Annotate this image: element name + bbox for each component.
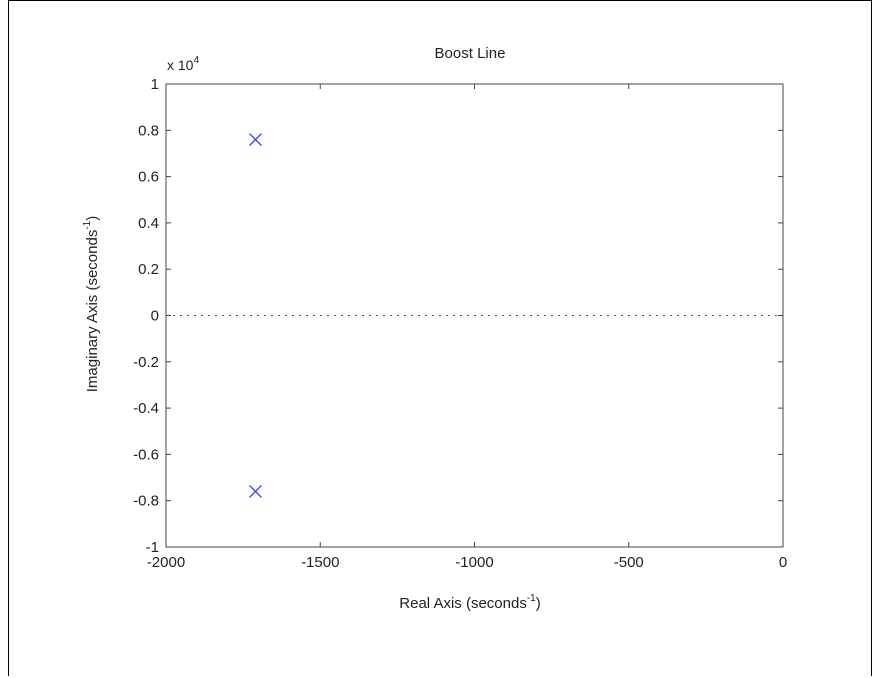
chart-title: Boost Line	[435, 45, 506, 62]
y-axis-label: Imaginary Axis (seconds-1)	[82, 216, 101, 392]
x-axis-ticks: -2000 -1500 -1000 -500 0	[147, 84, 787, 571]
y-tick-label: -0.8	[133, 493, 159, 510]
y-tick-label: 0.4	[138, 215, 159, 232]
x-tick-label: -2000	[147, 554, 185, 571]
data-points	[249, 133, 262, 498]
x-tick-label: -1000	[455, 554, 493, 571]
y-multiplier: x 104	[167, 55, 199, 73]
y-tick-label: 0	[151, 308, 159, 325]
x-tick-label: -500	[614, 554, 644, 571]
y-tick-label: -0.4	[133, 400, 159, 417]
x-axis-label: Real Axis (seconds-1)	[399, 593, 540, 612]
x-tick-label: 0	[779, 554, 787, 571]
pole-marker	[249, 133, 262, 147]
y-axis-ticks: -1 -0.8 -0.6 -0.4 -0.2 0 0.2 0.4 0.6 0.8 1	[133, 76, 783, 556]
y-tick-label: 0.6	[138, 169, 159, 186]
y-multiplier-base: x 10	[167, 57, 194, 73]
pole-marker	[249, 484, 262, 498]
y-tick-label: -0.6	[133, 446, 159, 463]
figure-frame	[8, 0, 872, 676]
y-multiplier-exp: 4	[193, 55, 199, 66]
y-tick-label: 1	[151, 76, 159, 93]
y-tick-label: -1	[146, 539, 159, 556]
x-tick-label: -1500	[301, 554, 339, 571]
y-tick-label: 0.2	[138, 261, 159, 278]
y-tick-label: 0.8	[138, 122, 159, 139]
y-tick-label: -0.2	[133, 354, 159, 371]
